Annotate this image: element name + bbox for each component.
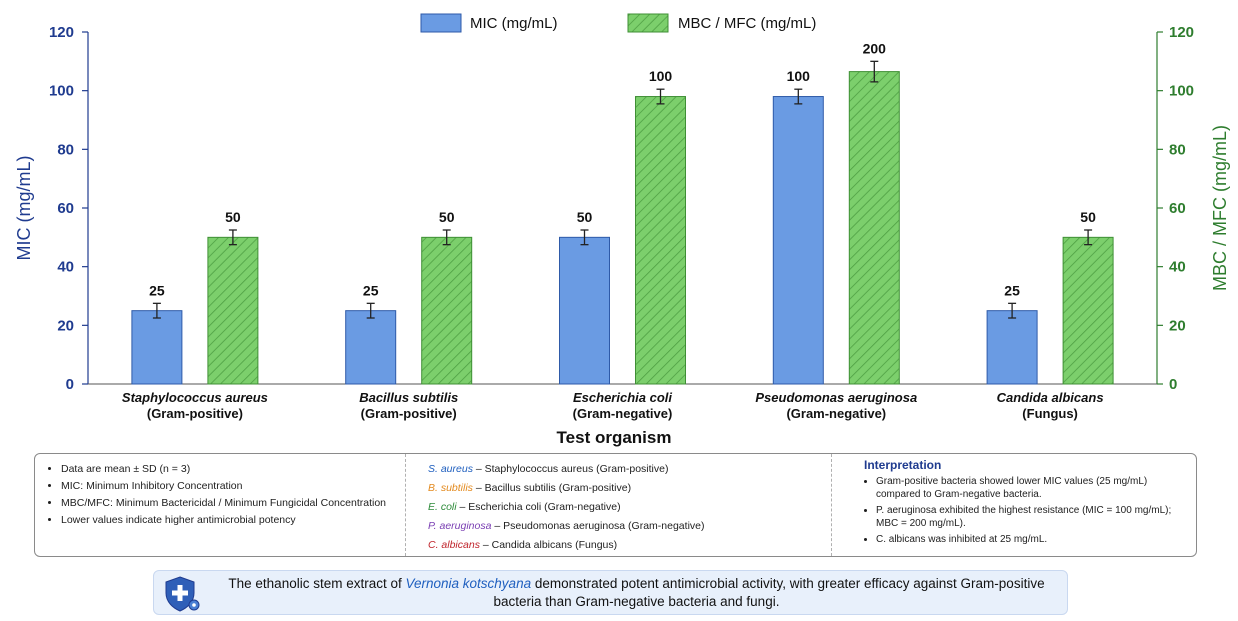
abbreviation-list: S. aureus – Staphylococcus aureus (Gram-… <box>428 460 823 555</box>
category-group-label: (Gram-negative) <box>573 406 673 421</box>
right-tick-label: 0 <box>1169 376 1177 393</box>
data-label: 100 <box>787 68 811 84</box>
category-label: Bacillus subtilis <box>359 390 458 405</box>
abbreviation-item: P. aeruginosa – Pseudomonas aeruginosa (… <box>428 517 823 536</box>
x-axis-title: Test organism <box>557 428 672 447</box>
interpretation-column: Interpretation Gram-positive bacteria sh… <box>831 454 1197 556</box>
left-axis-ticks: 0 20 40 60 80 100 120 <box>49 24 88 393</box>
interpretation-item: C. albicans was inhibited at 25 mg/mL. <box>876 533 1189 546</box>
category-label: Pseudomonas aeruginosa <box>755 390 917 405</box>
category-group-label: (Gram-positive) <box>361 406 457 421</box>
legend-swatch-mbc <box>627 13 669 33</box>
left-tick-label: 120 <box>49 24 74 41</box>
data-label: 25 <box>1004 282 1020 298</box>
abbreviation-item: B. subtilis – Bacillus subtilis (Gram-po… <box>428 479 823 498</box>
right-tick-label: 60 <box>1169 200 1186 217</box>
abbreviation-key: B. subtilis <box>428 482 473 494</box>
abbreviation-key: P. aeruginosa <box>428 520 492 532</box>
data-label: 25 <box>149 282 165 298</box>
abbreviation-key: C. albicans <box>428 539 480 551</box>
right-tick-label: 20 <box>1169 317 1186 334</box>
notes-list: Data are mean ± SD (n = 3) MIC: Minimum … <box>47 462 397 527</box>
notes-column: Data are mean ± SD (n = 3) MIC: Minimum … <box>35 454 405 556</box>
category-label: Candida albicans <box>997 390 1104 405</box>
category-label: Staphylococcus aureus <box>122 390 268 405</box>
abbreviation-item: C. albicans – Candida albicans (Fungus) <box>428 536 823 555</box>
left-tick-label: 0 <box>66 376 74 393</box>
conclusion-banner: The ethanolic stem extract of Vernonia k… <box>153 570 1068 615</box>
abbreviations-column: S. aureus – Staphylococcus aureus (Gram-… <box>405 454 831 556</box>
category-group-label: (Fungus) <box>1022 406 1078 421</box>
right-axis-ticks: 0 20 40 60 80 100 120 <box>1157 24 1194 393</box>
mic-bar <box>345 310 397 385</box>
abbreviation-key: E. coli <box>428 501 457 513</box>
abbreviation-item: E. coli – Escherichia coli (Gram-negativ… <box>428 498 823 517</box>
mic-bar <box>131 310 183 385</box>
interpretation-item: Gram-positive bacteria showed lower MIC … <box>876 475 1189 501</box>
interpretation-title: Interpretation <box>864 458 942 472</box>
conclusion-species: Vernonia kotschyana <box>405 576 532 591</box>
right-axis-title: MBC / MFC (mg/mL) <box>1210 125 1230 291</box>
right-tick-label: 120 <box>1169 24 1194 41</box>
mic-bar <box>559 236 610 385</box>
abbreviation-key: S. aureus <box>428 463 473 475</box>
chart-legend: MIC (mg/mL) MBC / MFC (mg/mL) <box>420 13 816 33</box>
right-tick-label: 40 <box>1169 259 1186 276</box>
left-tick-label: 60 <box>57 200 74 217</box>
abbreviation-full: – Staphylococcus aureus (Gram-positive) <box>472 463 669 475</box>
category-labels: Staphylococcus aureus(Gram-positive)Baci… <box>122 390 1104 421</box>
data-label: 50 <box>225 209 241 225</box>
conclusion-before: The ethanolic stem extract of <box>228 576 406 591</box>
bar-group: 25 50 25 50 50 100 100 200 25 50 <box>131 40 1114 385</box>
mic-mbc-bar-chart: MIC (mg/mL) MBC / MFC (mg/mL) 0 20 40 60 80 1… <box>14 13 1230 447</box>
mbc-bar <box>421 236 473 385</box>
conclusion-after: demonstrated potent antimicrobial activi… <box>493 576 1045 609</box>
legend-swatch-mic <box>420 13 462 33</box>
interpretation-list: Gram-positive bacteria showed lower MIC … <box>864 475 1189 546</box>
notes-panel: Data are mean ± SD (n = 3) MIC: Minimum … <box>34 453 1197 557</box>
data-label: 100 <box>649 68 673 84</box>
left-tick-label: 100 <box>49 83 74 100</box>
data-label: 50 <box>439 209 455 225</box>
left-tick-label: 80 <box>57 141 74 158</box>
note-item: Lower values indicate higher antimicrobi… <box>61 513 397 527</box>
note-item: MIC: Minimum Inhibitory Concentration <box>61 479 397 493</box>
interpretation-item: P. aeruginosa exhibited the highest resi… <box>876 504 1189 530</box>
note-item: Data are mean ± SD (n = 3) <box>61 462 397 476</box>
mbc-bar <box>1062 236 1114 385</box>
mic-bar <box>986 310 1038 385</box>
right-tick-label: 80 <box>1169 141 1186 158</box>
left-tick-label: 40 <box>57 259 74 276</box>
mic-bar <box>772 96 824 385</box>
right-tick-label: 100 <box>1169 83 1194 100</box>
abbreviation-item: S. aureus – Staphylococcus aureus (Gram-… <box>428 460 823 479</box>
shield-gear-icon <box>165 576 200 612</box>
mbc-bar <box>207 236 259 385</box>
category-label: Escherichia coli <box>573 390 672 405</box>
category-group-label: (Gram-positive) <box>147 406 243 421</box>
data-label: 50 <box>1080 209 1096 225</box>
data-label: 25 <box>363 282 379 298</box>
note-item: MBC/MFC: Minimum Bactericidal / Minimum … <box>61 496 397 510</box>
legend-label-mbc: MBC / MFC (mg/mL) <box>678 15 816 32</box>
abbreviation-full: – Pseudomonas aeruginosa (Gram-negative) <box>491 520 705 532</box>
legend-label-mic: MIC (mg/mL) <box>470 15 558 32</box>
left-axis-title: MIC (mg/mL) <box>14 156 34 261</box>
abbreviation-full: – Escherichia coli (Gram-negative) <box>456 501 621 513</box>
data-label: 50 <box>577 209 593 225</box>
mbc-bar <box>848 71 900 385</box>
left-tick-label: 20 <box>57 317 74 334</box>
category-group-label: (Gram-negative) <box>786 406 886 421</box>
conclusion-text: The ethanolic stem extract of Vernonia k… <box>216 575 1057 611</box>
abbreviation-full: – Candida albicans (Fungus) <box>479 539 618 551</box>
data-label: 200 <box>863 40 887 56</box>
abbreviation-full: – Bacillus subtilis (Gram-positive) <box>472 482 632 494</box>
mbc-bar <box>635 96 686 385</box>
